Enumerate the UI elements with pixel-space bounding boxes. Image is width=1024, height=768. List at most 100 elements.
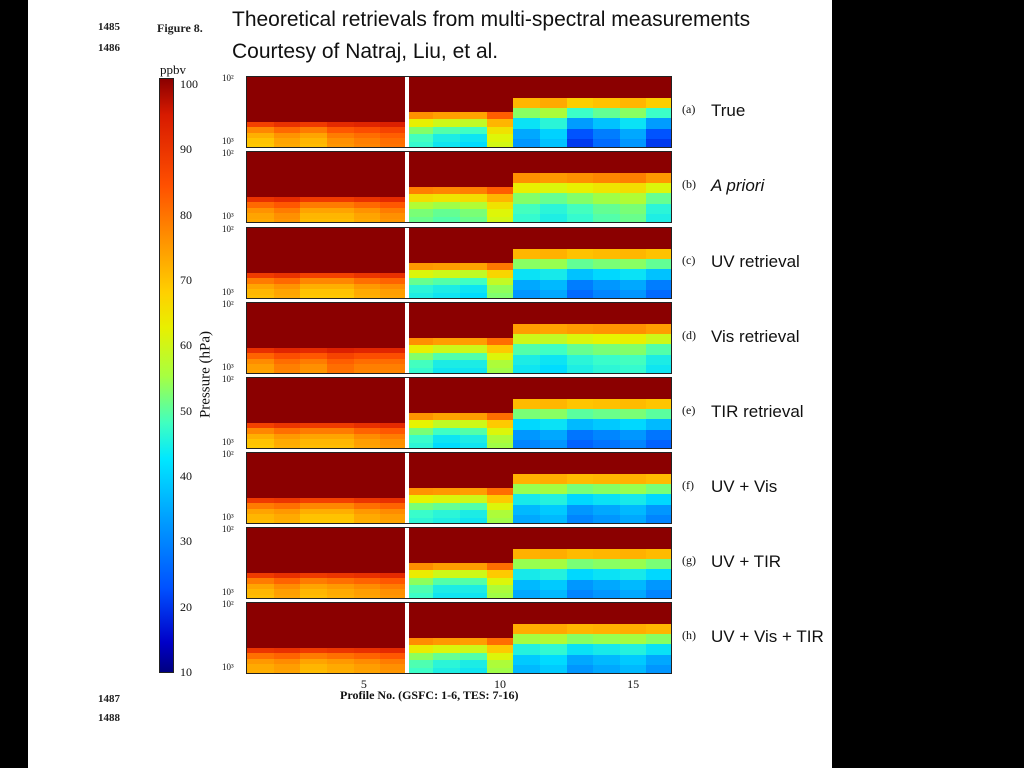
heatmap-cell — [300, 353, 328, 360]
heatmap-cell — [486, 495, 514, 504]
heatmap-cell — [433, 570, 461, 579]
heatmap-cell — [619, 624, 647, 635]
heatmap-cell — [247, 202, 275, 209]
heatmap-cell — [619, 634, 647, 645]
heatmap-cell — [619, 203, 647, 215]
panel-name: A priori — [711, 176, 765, 195]
heatmap-cell — [646, 138, 671, 147]
heatmap-cell — [619, 474, 647, 485]
heatmap-cell — [566, 364, 594, 373]
heatmap-cell — [593, 313, 621, 325]
panel-letter: (a) — [682, 102, 696, 116]
heatmap-cell — [300, 289, 328, 296]
heatmap-cell — [593, 399, 621, 410]
heatmap-cell — [513, 429, 541, 441]
heatmap-cell — [460, 660, 488, 669]
heatmap-cell — [326, 664, 355, 671]
heatmap-cell — [593, 484, 621, 495]
heatmap-cell — [646, 474, 671, 485]
heatmap-cell — [353, 417, 381, 424]
heatmap-cell — [646, 624, 671, 635]
heatmap-cell — [593, 98, 621, 109]
heatmap-cell — [486, 360, 514, 369]
heatmap-cell — [380, 143, 408, 147]
heatmap-cell — [619, 87, 647, 99]
panel-name: TIR retrieval — [711, 402, 804, 421]
heatmap-cell — [353, 669, 381, 673]
heatmap-cell — [619, 98, 647, 109]
heatmap-cell — [513, 504, 541, 516]
heatmap-cell — [380, 594, 408, 598]
heatmap-cell — [460, 277, 488, 286]
heatmap-cell — [247, 508, 275, 515]
heatmap-cell — [593, 463, 621, 475]
heatmap-cell — [619, 504, 647, 516]
heatmap-cell — [353, 278, 381, 285]
heatmap-cell — [619, 249, 647, 260]
heatmap-cell — [646, 634, 671, 645]
heatmap-cell — [247, 369, 275, 373]
heatmap-cell — [513, 324, 541, 335]
heatmap-cell — [300, 428, 328, 435]
heatmap-cell — [433, 555, 461, 564]
y-tick-label: 10² — [222, 299, 234, 309]
heatmap-cell — [326, 218, 355, 222]
heatmap-cell — [619, 344, 647, 356]
heatmap-cell — [486, 345, 514, 354]
heatmap-cell — [433, 201, 461, 210]
heatmap-cell — [486, 209, 514, 218]
heatmap-cell — [273, 273, 301, 279]
heatmap-cell — [247, 433, 275, 440]
heatmap-cell — [460, 645, 488, 654]
heatmap-cell — [247, 294, 275, 298]
y-tick-label: 10² — [222, 73, 234, 83]
heatmap-cell — [566, 514, 594, 523]
heatmap-cell — [353, 503, 381, 510]
heatmap-cell — [326, 583, 355, 590]
heatmap-cell — [486, 652, 514, 661]
heatmap-cell — [247, 444, 275, 448]
heatmap-cell — [326, 508, 355, 515]
heatmap-cell — [486, 367, 514, 373]
panel-letter: (c) — [682, 253, 696, 267]
heatmap-cell — [566, 87, 594, 99]
heatmap-cell — [513, 138, 541, 147]
y-tick-label: 10² — [222, 224, 234, 234]
heatmap-cell — [353, 127, 381, 134]
heatmap-cell — [539, 474, 568, 485]
heatmap-cell — [300, 364, 328, 371]
heatmap-cell — [646, 183, 671, 194]
heatmap-cell — [406, 201, 434, 210]
heatmap-cell — [566, 213, 594, 222]
heatmap-cell — [353, 202, 381, 209]
heatmap-cell — [539, 98, 568, 109]
heatmap-cell — [460, 592, 488, 598]
heatmap-cell — [380, 289, 408, 296]
heatmap-cell — [380, 369, 408, 373]
heatmap-cell — [539, 484, 568, 495]
heatmap-cell — [460, 292, 488, 298]
heatmap-cell — [353, 648, 381, 654]
heatmap-cell — [247, 514, 275, 521]
heatmap-cell — [460, 209, 488, 218]
heatmap-cell — [433, 186, 461, 195]
heatmap-cell — [247, 648, 275, 654]
heatmap-cell — [247, 417, 275, 424]
heatmap-cell — [247, 289, 275, 296]
heatmap-cell — [247, 364, 275, 371]
heatmap-cell — [433, 487, 461, 496]
heatmap-cell — [646, 128, 671, 140]
y-axis-title: Pressure (hPa) — [197, 330, 214, 419]
heatmap-cell — [247, 197, 275, 203]
heatmap-cell — [380, 514, 408, 521]
heatmap-cell — [513, 108, 541, 119]
heatmap-cell — [486, 104, 514, 113]
heatmap-cell — [406, 645, 434, 654]
heatmap-cell — [406, 570, 434, 579]
heatmap-cell — [593, 514, 621, 523]
heatmap-cell — [566, 463, 594, 475]
y-tick-label: 10³ — [222, 362, 234, 372]
heatmap-cell — [486, 111, 514, 120]
heatmap-cell — [593, 203, 621, 215]
heatmap-cell — [539, 504, 568, 516]
